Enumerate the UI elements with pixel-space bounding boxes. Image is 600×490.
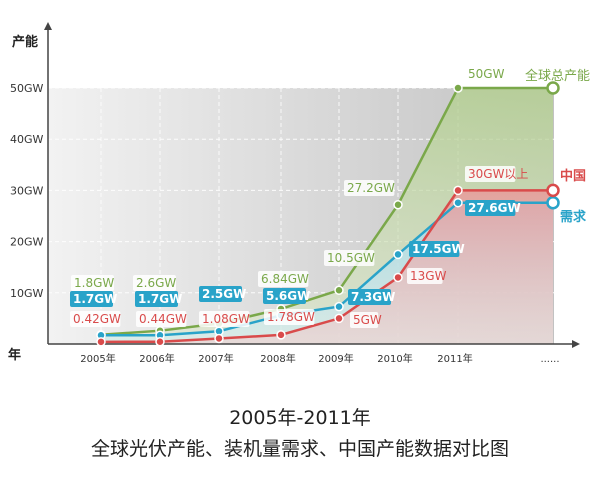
y-axis-arrow	[44, 22, 52, 30]
data-label-bg	[264, 309, 315, 325]
x-axis-arrow	[572, 340, 580, 348]
data-label: 1.7GW	[138, 292, 182, 306]
data-point	[155, 336, 165, 347]
series-area	[101, 190, 553, 344]
data-label: 0.44GW	[139, 312, 187, 326]
data-label: 30GW以上	[468, 167, 528, 181]
data-point	[96, 337, 106, 347]
data-label-bg	[348, 289, 391, 305]
data-label-bg	[350, 312, 379, 328]
data-label: 1.7GW	[73, 292, 117, 306]
data-point	[393, 249, 403, 260]
data-label: 5.6GW	[266, 289, 310, 303]
data-label: 1.8GW	[74, 276, 114, 290]
series-name-label: 全球总产能	[525, 68, 590, 84]
series-line	[100, 189, 553, 344]
data-label: 17.5GW	[412, 242, 465, 256]
data-label-bg	[70, 311, 121, 327]
data-label: 27.2GW	[347, 181, 395, 195]
series-end-marker	[546, 81, 560, 95]
data-label-bg	[324, 250, 375, 266]
data-point	[393, 199, 403, 210]
data-label-bg	[135, 291, 178, 307]
y-tick-label: 30GW	[10, 184, 44, 197]
data-label: 5GW	[353, 313, 382, 327]
x-tick-label: 2006年	[139, 352, 174, 365]
data-label: 10.5GW	[327, 251, 375, 265]
data-point	[214, 333, 224, 344]
data-point	[276, 330, 286, 340]
chart-area: 10GW 20GW 30GW 40GW 50GW 产能年 2005年 2006年 2007年 20…	[8, 22, 590, 365]
data-label-bg	[199, 286, 242, 302]
x-tick-label: 2005年	[80, 352, 115, 365]
data-label-bg	[407, 268, 443, 284]
data-label: 1.08GW	[202, 312, 250, 326]
data-point	[453, 185, 463, 196]
y-tick-label: 20GW	[10, 236, 44, 249]
data-label: 6.84GW	[261, 272, 309, 286]
series-name-label: 中国	[560, 168, 586, 184]
data-label-bg	[263, 288, 306, 304]
data-label: 1.78GW	[267, 310, 315, 324]
data-point	[453, 197, 463, 208]
data-label-bg	[133, 275, 176, 291]
x-tick-label: ......	[540, 354, 559, 365]
data-point	[334, 301, 344, 312]
data-label-bg	[258, 271, 309, 287]
data-label-bg	[465, 166, 516, 182]
data-label: 7.3GW	[351, 290, 395, 304]
data-label-bg	[136, 311, 187, 327]
data-label: 50GW	[468, 67, 505, 81]
data-label-bg	[344, 180, 395, 196]
data-label: 2.5GW	[202, 287, 246, 301]
data-point	[334, 285, 344, 295]
data-label-bg	[465, 66, 501, 82]
y-axis-label: 产能	[12, 34, 38, 50]
y-tick-label: 50GW	[10, 82, 44, 95]
data-label-bg	[71, 275, 114, 291]
x-tick-label: 2010年	[377, 352, 412, 365]
caption-years: 2005年-2011年	[229, 407, 371, 429]
series-end-marker	[546, 183, 560, 198]
x-tick-label: 2008年	[260, 352, 295, 365]
data-label-bg	[199, 311, 250, 327]
caption-description: 全球光伏产能、装机量需求、中国产能数据对比图	[90, 438, 509, 460]
data-label-bg	[465, 200, 516, 216]
data-point	[453, 83, 463, 93]
data-label: 13GW	[410, 269, 447, 283]
data-point	[334, 313, 344, 324]
series-name-label: 需求	[560, 209, 587, 225]
series-end-marker	[546, 195, 560, 210]
data-label: 2.6GW	[136, 276, 176, 290]
data-label-bg	[70, 291, 113, 307]
x-tick-label: 2007年	[198, 352, 233, 365]
series-line	[100, 86, 553, 337]
x-axis-label: 年	[8, 347, 21, 363]
x-tick-label: 2011年	[437, 352, 472, 365]
data-label-bg	[409, 241, 460, 257]
x-tick-label: 2009年	[318, 352, 353, 365]
y-tick-label: 10GW	[10, 287, 44, 300]
data-label: 27.6GW	[468, 201, 521, 215]
data-label: 0.42GW	[73, 312, 121, 326]
data-point	[393, 272, 403, 283]
capacity-chart: 10GW 20GW 30GW 40GW 50GW 产能年 2005年 2006年 2007年 20…	[8, 22, 590, 365]
y-tick-label: 40GW	[10, 133, 44, 146]
